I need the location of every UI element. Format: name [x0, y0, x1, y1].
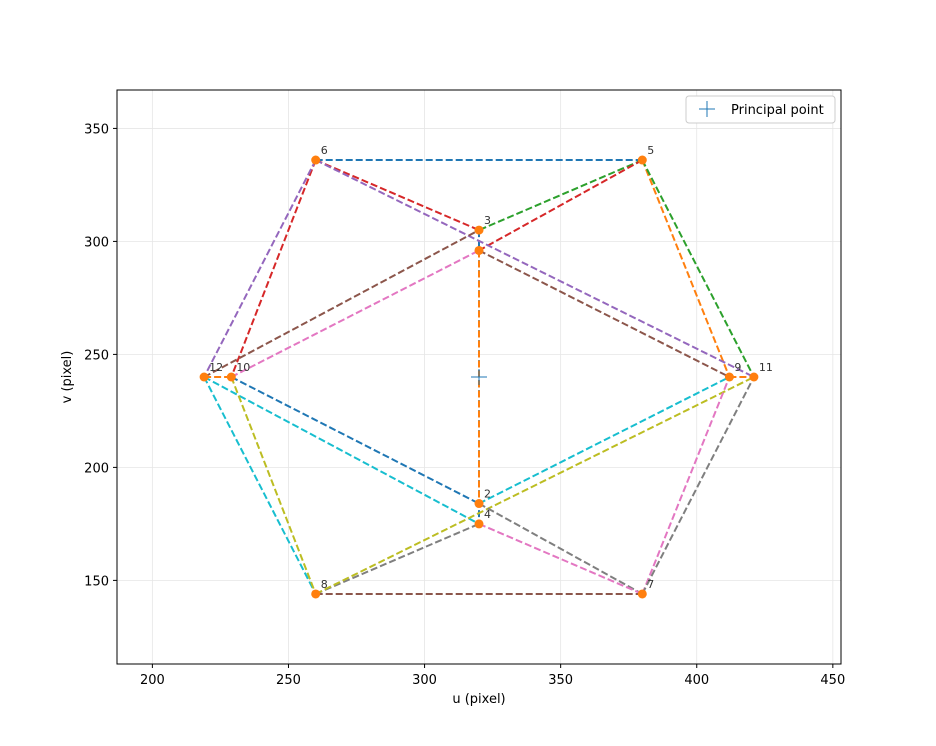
edge-line — [315, 159, 755, 378]
legend-label: Principal point — [731, 103, 824, 118]
point-label: 12 — [209, 361, 223, 374]
x-tick-label: 250 — [276, 673, 301, 688]
edge-line — [203, 159, 317, 378]
x-tick-label: 200 — [140, 673, 165, 688]
data-point — [637, 155, 647, 165]
edge-line — [203, 376, 480, 525]
data-point — [311, 155, 321, 165]
edge-line — [641, 376, 731, 595]
edge-line — [641, 159, 755, 378]
edge-line — [641, 159, 731, 378]
point-label: 10 — [236, 361, 250, 374]
x-axis-ticks: 200 250 300 350 400 450 — [140, 664, 845, 688]
edge-line — [230, 249, 480, 378]
data-point — [637, 589, 647, 599]
x-tick-label: 400 — [684, 673, 709, 688]
edge-line — [203, 229, 480, 378]
data-point — [199, 372, 209, 382]
edge-line — [478, 249, 730, 378]
plot-frame — [116, 89, 842, 665]
legend-principal-marker — [699, 101, 715, 117]
point-label: 8 — [321, 578, 328, 591]
edge-line — [315, 159, 480, 232]
data-point — [474, 245, 484, 255]
x-tick-label: 350 — [548, 673, 573, 688]
legend: Principal point — [685, 95, 836, 124]
y-tick-label: 250 — [84, 348, 109, 363]
point-label: 5 — [647, 144, 654, 157]
y-tick-label: 350 — [84, 122, 109, 137]
data-points — [199, 155, 759, 599]
x-tick-label: 450 — [820, 673, 845, 688]
point-label: 11 — [759, 361, 773, 374]
y-axis-label: v (pixel) — [60, 351, 75, 404]
x-tick-label: 300 — [412, 673, 437, 688]
edge-line — [203, 376, 317, 595]
edge-line — [315, 376, 755, 595]
data-point — [724, 372, 734, 382]
x-axis-label: u (pixel) — [452, 692, 505, 707]
point-labels: 2 3 4 5 6 7 8 9 10 11 12 — [209, 144, 773, 591]
y-tick-label: 300 — [84, 235, 109, 250]
principal-point-marker — [471, 369, 487, 385]
data-point — [474, 519, 484, 529]
point-label: 4 — [484, 508, 491, 521]
data-point — [749, 372, 759, 382]
edge-line — [230, 159, 317, 378]
data-point — [226, 372, 236, 382]
legend-box — [685, 95, 836, 124]
y-axis-ticks: 150 200 250 300 350 — [84, 122, 117, 589]
edge-line — [478, 159, 643, 252]
edge-line — [315, 522, 480, 595]
edge-line — [478, 376, 730, 505]
point-label: 2 — [484, 488, 491, 501]
data-point — [474, 225, 484, 235]
point-label: 9 — [734, 361, 741, 374]
point-label: 7 — [647, 578, 654, 591]
edge-line — [230, 376, 480, 505]
point-label: 6 — [321, 144, 328, 157]
y-tick-label: 200 — [84, 461, 109, 476]
edge-line — [478, 502, 643, 595]
edge-line — [230, 376, 317, 595]
point-label: 3 — [484, 214, 491, 227]
data-point — [474, 499, 484, 509]
data-point — [311, 589, 321, 599]
edge-line — [641, 376, 755, 595]
y-tick-label: 150 — [84, 574, 109, 589]
